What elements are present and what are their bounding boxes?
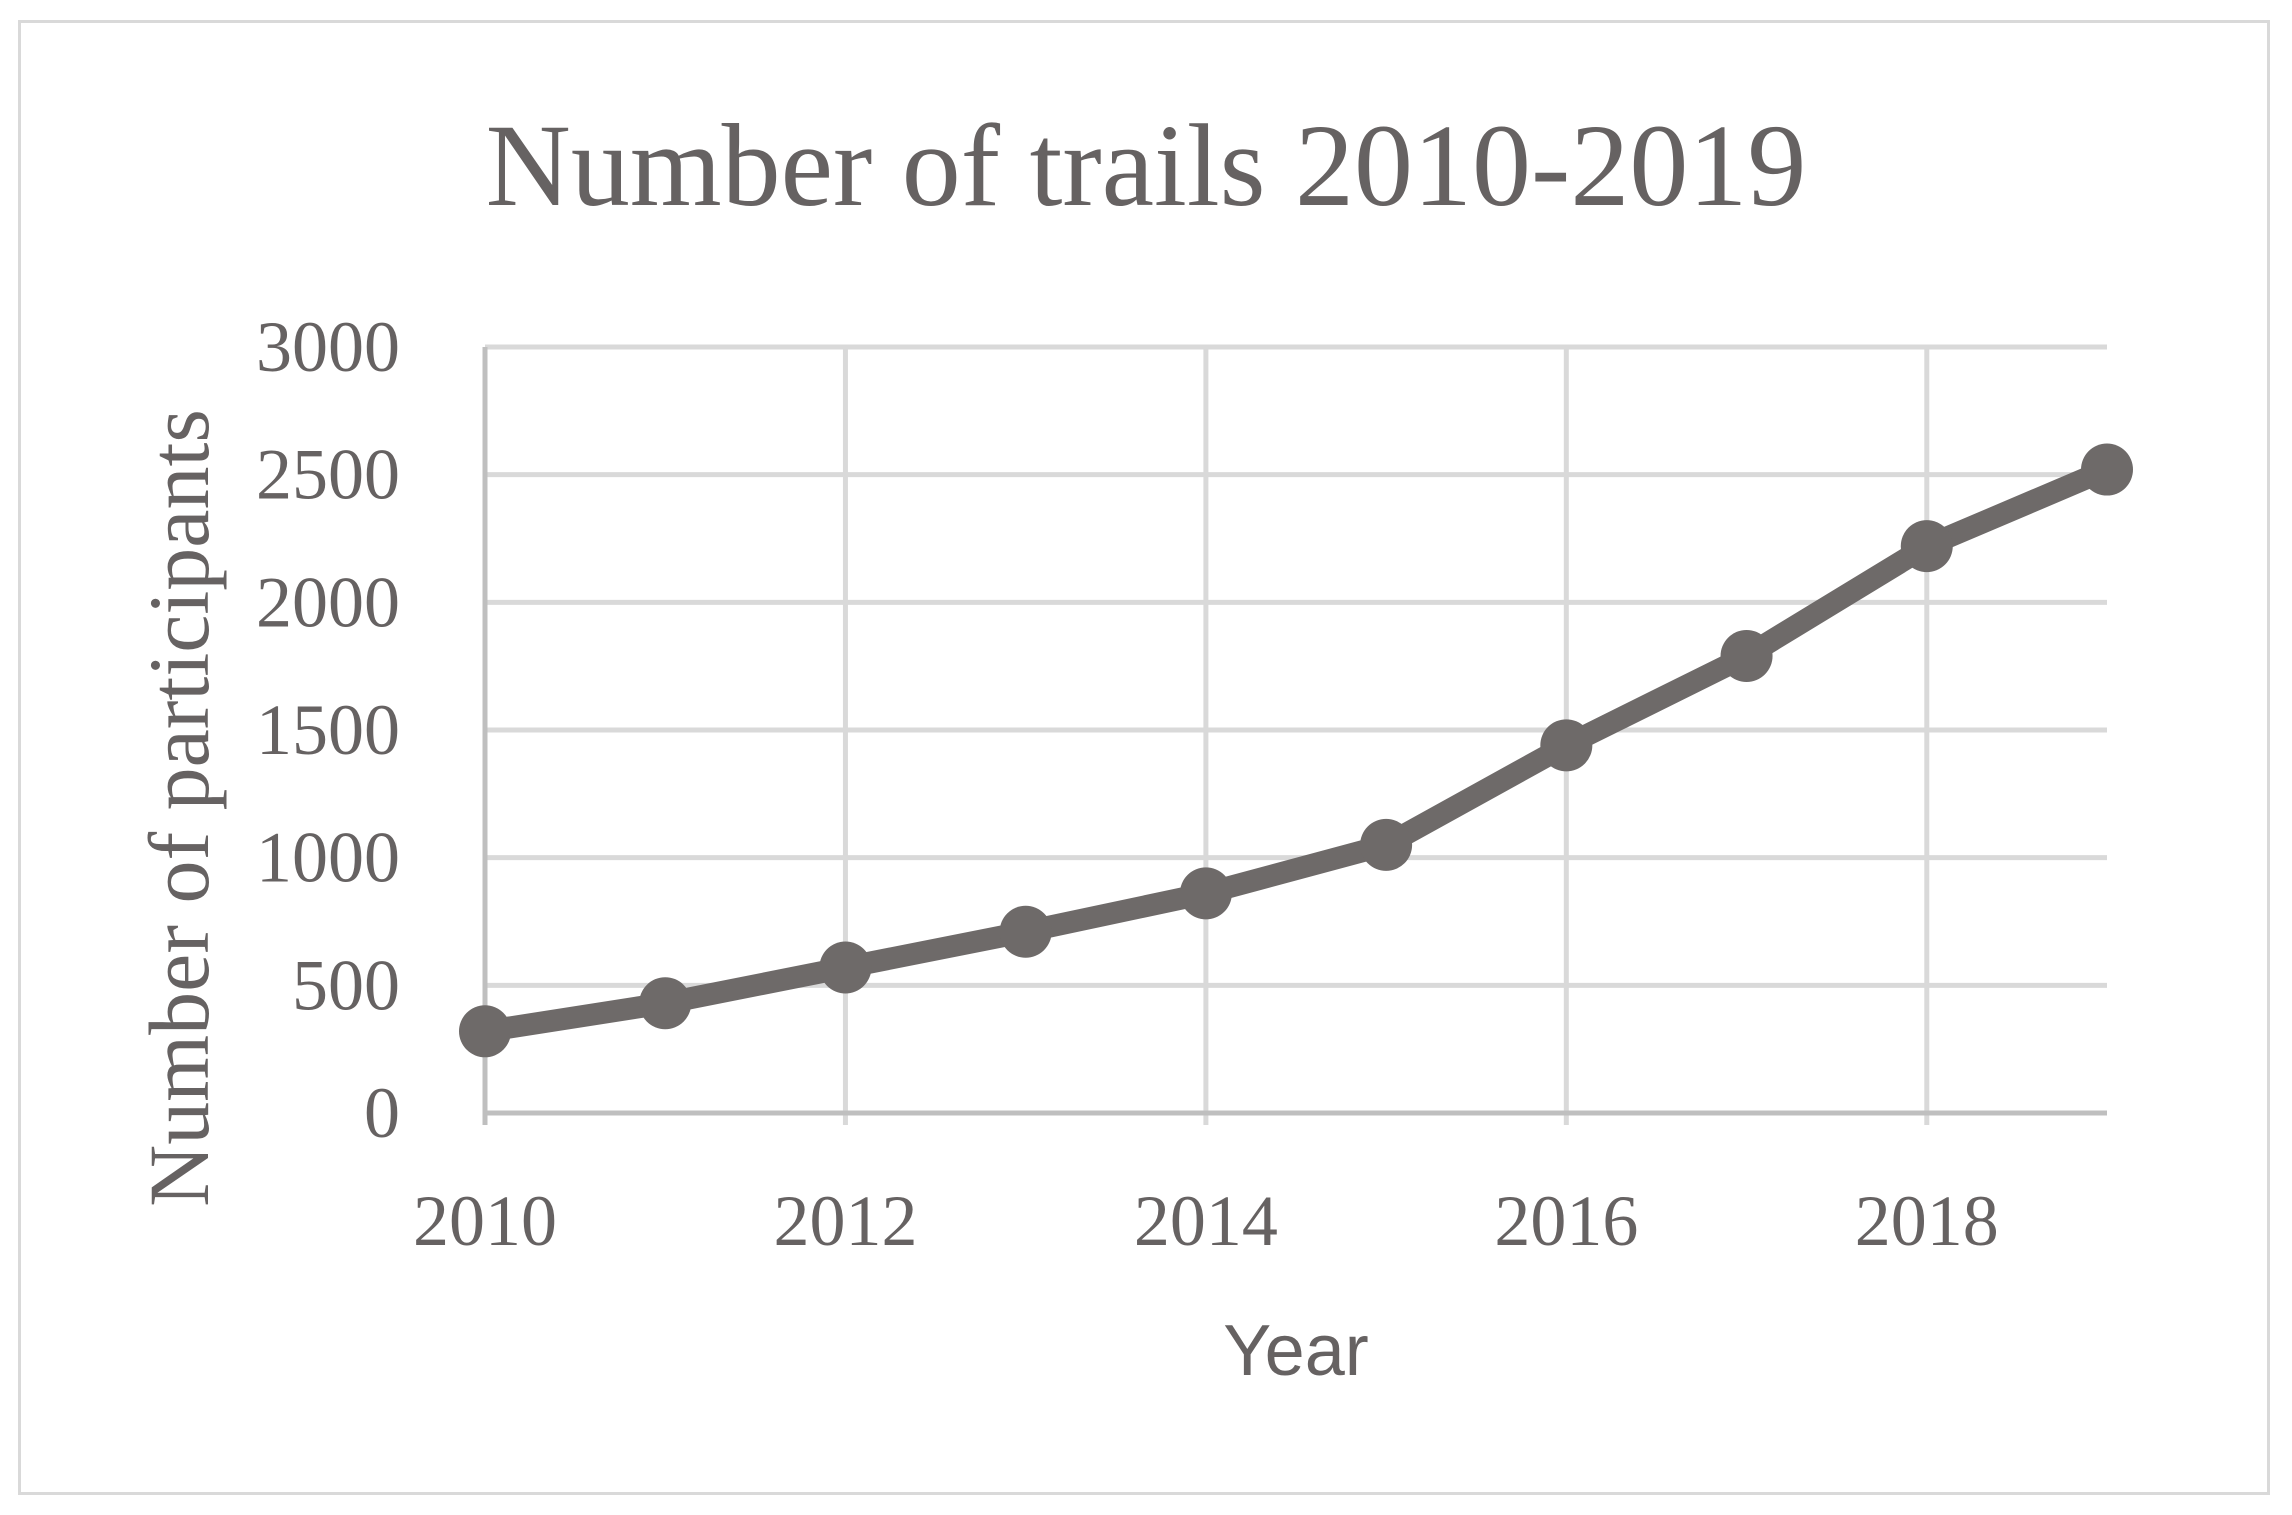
- data-point-2015: [1360, 818, 1413, 871]
- data-point-2011: [639, 977, 692, 1030]
- chart-title: Number of trails 2010-2019: [486, 100, 1807, 231]
- data-point-2013: [999, 905, 1052, 958]
- y-tick-label: 3000: [256, 307, 400, 387]
- gridlines: [482, 344, 2107, 1125]
- x-tick-labels: 2010 2012 2014 2016 2018: [413, 1181, 1999, 1261]
- y-tick-label: 2000: [256, 562, 400, 642]
- y-tick-label: 500: [292, 945, 400, 1025]
- x-tick-label: 2010: [413, 1181, 557, 1261]
- series-participants: [459, 443, 2133, 1058]
- y-tick-labels: 0 500 1000 1500 2000 2500 3000: [256, 307, 400, 1153]
- x-tick-label: 2014: [1134, 1181, 1278, 1261]
- data-point-2018: [1900, 520, 1953, 573]
- data-point-2016: [1540, 719, 1593, 772]
- y-tick-label: 2500: [256, 435, 400, 515]
- x-tick-label: 2016: [1494, 1181, 1638, 1261]
- x-tick-label: 2012: [773, 1181, 917, 1261]
- x-axis-title: Year: [1223, 1311, 1368, 1391]
- y-tick-label: 1500: [256, 690, 400, 770]
- chart-frame: [18, 20, 2270, 1495]
- data-point-2017: [1720, 629, 1773, 682]
- y-tick-label: 0: [364, 1073, 400, 1153]
- data-point-2010: [459, 1005, 511, 1058]
- x-tick-label: 2018: [1855, 1181, 1999, 1261]
- data-point-2014: [1179, 867, 1232, 920]
- data-point-2019: [2081, 443, 2133, 496]
- y-tick-label: 1000: [256, 818, 400, 898]
- data-point-2012: [819, 941, 872, 994]
- y-axis-title: Number of participants: [131, 409, 227, 1207]
- series-line: [474, 458, 2118, 1043]
